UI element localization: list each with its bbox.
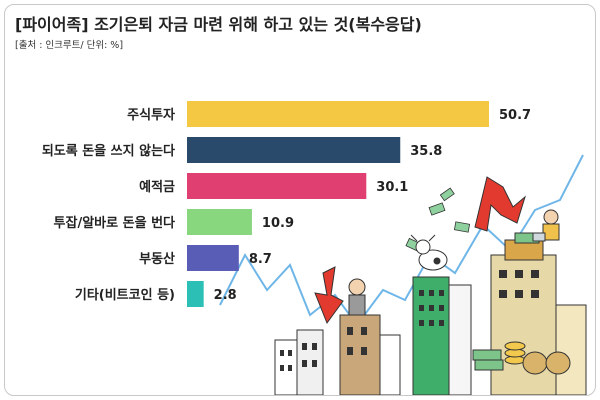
value-label-3: 30.1 [376, 180, 408, 195]
category-label-5: 부동산 [139, 251, 175, 267]
trend-line-decoration [219, 154, 584, 327]
illustration [219, 154, 587, 395]
chart-frame: [파이어족] 조기은퇴 자금 마련 위해 하고 있는 것(복수응답) [출처 :… [4, 4, 596, 396]
category-label-4: 투잡/알바로 돈을 번다 [54, 215, 175, 231]
worried-person-decoration [348, 278, 366, 316]
category-label-3: 예적금 [139, 179, 175, 195]
chart-area: 주식투자 50.7 되도록 돈을 쓰지 않는다 35.8 예적금 30.1 투잡/알바로 돈… [42, 101, 587, 395]
chart-title: [파이어족] 조기은퇴 자금 마련 위해 하고 있는 것(복수응답) [15, 15, 422, 34]
value-label-1: 50.7 [499, 108, 531, 123]
category-label-2: 되도록 돈을 쓰지 않는다 [42, 143, 175, 159]
laptop-person-decoration [532, 209, 560, 242]
rising-arrow-decoration [474, 176, 526, 232]
value-label-6: 2.8 [214, 288, 237, 303]
city-buildings-decoration [274, 239, 587, 395]
value-label-5: 8.7 [249, 252, 272, 267]
chart-source-note: [출처 : 인크루트/ 단위: %] [15, 40, 124, 51]
falling-arrow-decoration [314, 266, 344, 325]
bar-5 [187, 245, 239, 271]
money-coins-decoration [472, 232, 571, 375]
category-label-6: 기타(비트코인 등) [75, 287, 175, 303]
bar-3 [187, 173, 367, 199]
bar-6 [187, 281, 204, 307]
bar-1 [187, 101, 489, 127]
value-label-2: 35.8 [410, 144, 442, 159]
category-label-1: 주식투자 [127, 107, 175, 123]
building-windows-decoration [280, 270, 539, 371]
value-label-4: 10.9 [262, 216, 294, 231]
flying-bills-decoration [405, 187, 471, 253]
bar-2 [187, 137, 401, 163]
bull-figure-decoration [410, 234, 448, 271]
bar-series: 주식투자 50.7 되도록 돈을 쓰지 않는다 35.8 예적금 30.1 투잡/알바로 돈… [42, 101, 531, 307]
bar-4 [187, 209, 252, 235]
